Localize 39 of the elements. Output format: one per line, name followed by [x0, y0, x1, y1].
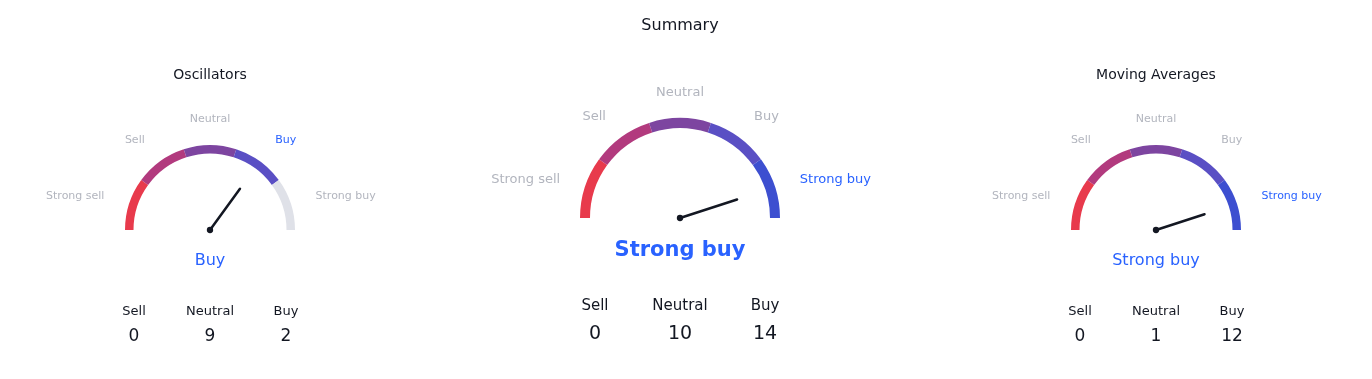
text: Sell — [122, 303, 146, 318]
chart-title: Summary — [641, 15, 719, 34]
slice-label: Neutral — [189, 112, 231, 125]
chart-title: Oscillators — [173, 66, 247, 82]
slice-label: Sell — [1070, 133, 1091, 147]
text: 9 — [204, 325, 216, 345]
slice-label: Strong sell — [491, 171, 561, 187]
text: Sell — [581, 296, 609, 314]
text: Neutral — [652, 296, 708, 314]
slice-label: Strong sell — [992, 188, 1051, 202]
text: 0 — [1074, 325, 1086, 345]
slice-label: Sell — [124, 133, 145, 147]
text: 1 — [1150, 325, 1162, 345]
slice-label: Buy — [754, 108, 780, 124]
text: Buy — [1219, 303, 1245, 318]
text: Strong buy — [614, 237, 746, 261]
slice-label: Neutral — [1135, 112, 1177, 125]
text: Neutral — [186, 303, 234, 318]
text: Sell — [1068, 303, 1092, 318]
slice-label: Neutral — [656, 84, 704, 99]
text: 0 — [588, 321, 602, 343]
slice-label: Buy — [1221, 133, 1243, 147]
text: 12 — [1221, 325, 1243, 345]
text: 0 — [128, 325, 140, 345]
slice-label: Strong buy — [799, 171, 872, 187]
slice-label: Strong sell — [46, 188, 105, 202]
text: 14 — [752, 321, 778, 343]
text: Buy — [750, 296, 780, 314]
text: 2 — [280, 325, 292, 345]
text: Neutral — [1132, 303, 1180, 318]
slice-label: Buy — [275, 133, 297, 147]
text: Buy — [273, 303, 299, 318]
slice-label: Sell — [582, 108, 606, 124]
slice-label: Strong buy — [315, 188, 377, 202]
text: 10 — [667, 321, 693, 343]
chart-title: Moving Averages — [1096, 66, 1216, 82]
text: Buy — [194, 250, 226, 269]
text: Strong buy — [1112, 250, 1200, 269]
slice-label: Strong buy — [1261, 188, 1323, 202]
